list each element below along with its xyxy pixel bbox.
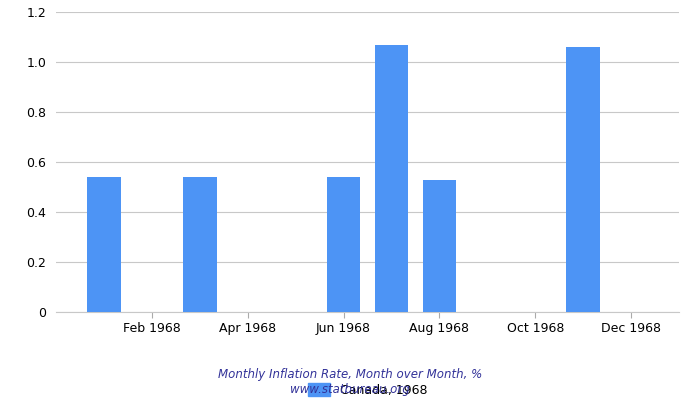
Legend: Canada, 1968: Canada, 1968 <box>302 378 433 400</box>
Bar <box>183 177 216 312</box>
Text: www.statbureau.org: www.statbureau.org <box>290 383 410 396</box>
Bar <box>374 44 408 312</box>
Bar <box>88 177 120 312</box>
Bar <box>566 47 600 312</box>
Text: Monthly Inflation Rate, Month over Month, %: Monthly Inflation Rate, Month over Month… <box>218 368 482 381</box>
Bar <box>423 180 456 312</box>
Bar <box>327 177 360 312</box>
